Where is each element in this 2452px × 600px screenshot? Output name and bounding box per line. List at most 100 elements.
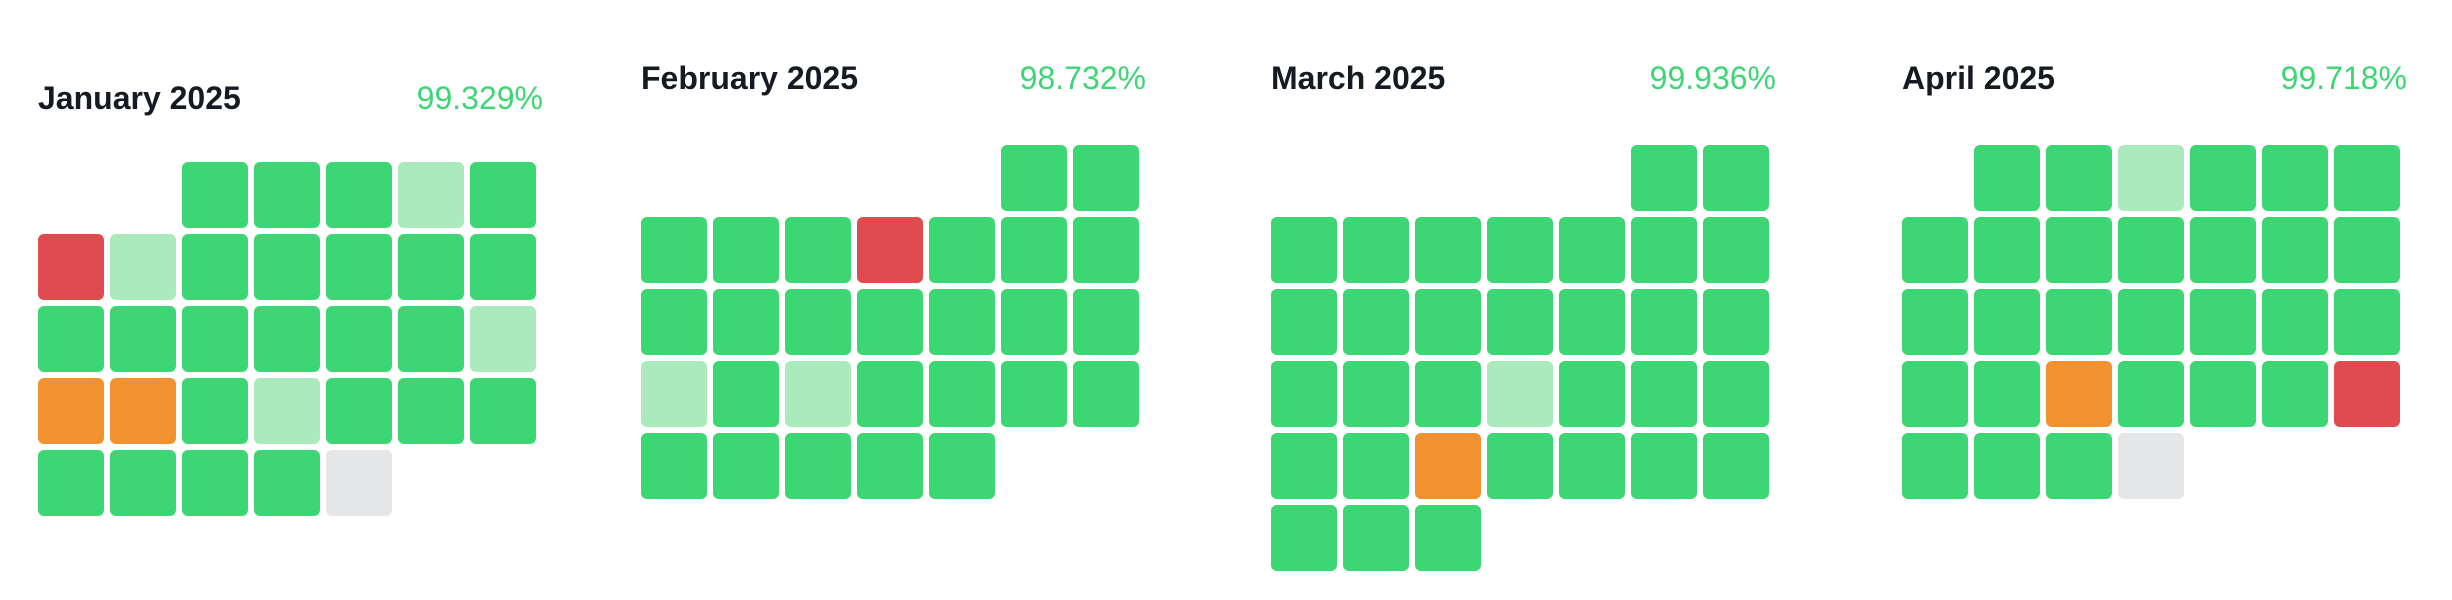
day-cell[interactable] <box>641 217 707 283</box>
day-cell[interactable] <box>182 450 248 516</box>
day-cell[interactable] <box>1559 361 1625 427</box>
day-cell[interactable] <box>785 361 851 427</box>
day-cell[interactable] <box>38 378 104 444</box>
day-cell[interactable] <box>1073 361 1139 427</box>
day-cell[interactable] <box>1343 433 1409 499</box>
day-cell[interactable] <box>1559 289 1625 355</box>
day-cell[interactable] <box>1974 433 2040 499</box>
day-cell[interactable] <box>1271 217 1337 283</box>
day-cell[interactable] <box>1001 217 1067 283</box>
day-cell[interactable] <box>2046 145 2112 211</box>
day-cell[interactable] <box>38 306 104 372</box>
day-cell[interactable] <box>1415 289 1481 355</box>
day-cell[interactable] <box>1487 289 1553 355</box>
day-cell[interactable] <box>398 234 464 300</box>
day-cell[interactable] <box>2334 289 2400 355</box>
day-cell[interactable] <box>2118 145 2184 211</box>
day-cell[interactable] <box>2046 361 2112 427</box>
day-cell[interactable] <box>713 289 779 355</box>
day-cell[interactable] <box>785 217 851 283</box>
day-cell[interactable] <box>713 433 779 499</box>
day-cell[interactable] <box>1487 217 1553 283</box>
day-cell[interactable] <box>1271 289 1337 355</box>
day-cell[interactable] <box>1902 289 1968 355</box>
day-cell[interactable] <box>1974 217 2040 283</box>
day-cell[interactable] <box>38 234 104 300</box>
day-cell[interactable] <box>326 162 392 228</box>
day-cell[interactable] <box>110 306 176 372</box>
day-cell[interactable] <box>785 289 851 355</box>
day-cell[interactable] <box>110 378 176 444</box>
day-cell[interactable] <box>254 162 320 228</box>
day-cell[interactable] <box>470 306 536 372</box>
day-cell[interactable] <box>1631 289 1697 355</box>
day-cell[interactable] <box>326 306 392 372</box>
day-cell[interactable] <box>2118 361 2184 427</box>
day-cell[interactable] <box>2262 145 2328 211</box>
day-cell[interactable] <box>182 378 248 444</box>
day-cell[interactable] <box>1902 433 1968 499</box>
day-cell[interactable] <box>182 162 248 228</box>
day-cell[interactable] <box>2118 433 2184 499</box>
day-cell[interactable] <box>2046 433 2112 499</box>
day-cell[interactable] <box>1271 361 1337 427</box>
day-cell[interactable] <box>182 234 248 300</box>
day-cell[interactable] <box>254 306 320 372</box>
day-cell[interactable] <box>1902 361 1968 427</box>
day-cell[interactable] <box>1415 361 1481 427</box>
day-cell[interactable] <box>2190 361 2256 427</box>
day-cell[interactable] <box>1487 433 1553 499</box>
day-cell[interactable] <box>398 162 464 228</box>
day-cell[interactable] <box>2046 217 2112 283</box>
day-cell[interactable] <box>2046 289 2112 355</box>
day-cell[interactable] <box>254 450 320 516</box>
day-cell[interactable] <box>713 217 779 283</box>
day-cell[interactable] <box>1631 145 1697 211</box>
day-cell[interactable] <box>2190 217 2256 283</box>
day-cell[interactable] <box>2262 361 2328 427</box>
day-cell[interactable] <box>713 361 779 427</box>
day-cell[interactable] <box>398 378 464 444</box>
day-cell[interactable] <box>1631 433 1697 499</box>
day-cell[interactable] <box>1703 289 1769 355</box>
day-cell[interactable] <box>182 306 248 372</box>
day-cell[interactable] <box>1271 433 1337 499</box>
day-cell[interactable] <box>1631 217 1697 283</box>
day-cell[interactable] <box>929 433 995 499</box>
day-cell[interactable] <box>1343 505 1409 571</box>
day-cell[interactable] <box>1487 361 1553 427</box>
day-cell[interactable] <box>2262 289 2328 355</box>
day-cell[interactable] <box>1559 433 1625 499</box>
day-cell[interactable] <box>254 378 320 444</box>
day-cell[interactable] <box>641 361 707 427</box>
day-cell[interactable] <box>1001 361 1067 427</box>
day-cell[interactable] <box>929 217 995 283</box>
day-cell[interactable] <box>1415 217 1481 283</box>
day-cell[interactable] <box>1703 217 1769 283</box>
day-cell[interactable] <box>470 162 536 228</box>
day-cell[interactable] <box>1703 433 1769 499</box>
day-cell[interactable] <box>1073 145 1139 211</box>
day-cell[interactable] <box>1073 289 1139 355</box>
day-cell[interactable] <box>1559 217 1625 283</box>
day-cell[interactable] <box>398 306 464 372</box>
day-cell[interactable] <box>470 234 536 300</box>
day-cell[interactable] <box>1974 145 2040 211</box>
day-cell[interactable] <box>326 234 392 300</box>
day-cell[interactable] <box>1974 361 2040 427</box>
day-cell[interactable] <box>1415 433 1481 499</box>
day-cell[interactable] <box>254 234 320 300</box>
day-cell[interactable] <box>326 378 392 444</box>
day-cell[interactable] <box>2334 217 2400 283</box>
day-cell[interactable] <box>2190 289 2256 355</box>
day-cell[interactable] <box>1902 217 1968 283</box>
day-cell[interactable] <box>1703 145 1769 211</box>
day-cell[interactable] <box>1343 289 1409 355</box>
day-cell[interactable] <box>2118 217 2184 283</box>
day-cell[interactable] <box>785 433 851 499</box>
day-cell[interactable] <box>2334 361 2400 427</box>
day-cell[interactable] <box>1001 289 1067 355</box>
day-cell[interactable] <box>2190 145 2256 211</box>
day-cell[interactable] <box>857 217 923 283</box>
day-cell[interactable] <box>2118 289 2184 355</box>
